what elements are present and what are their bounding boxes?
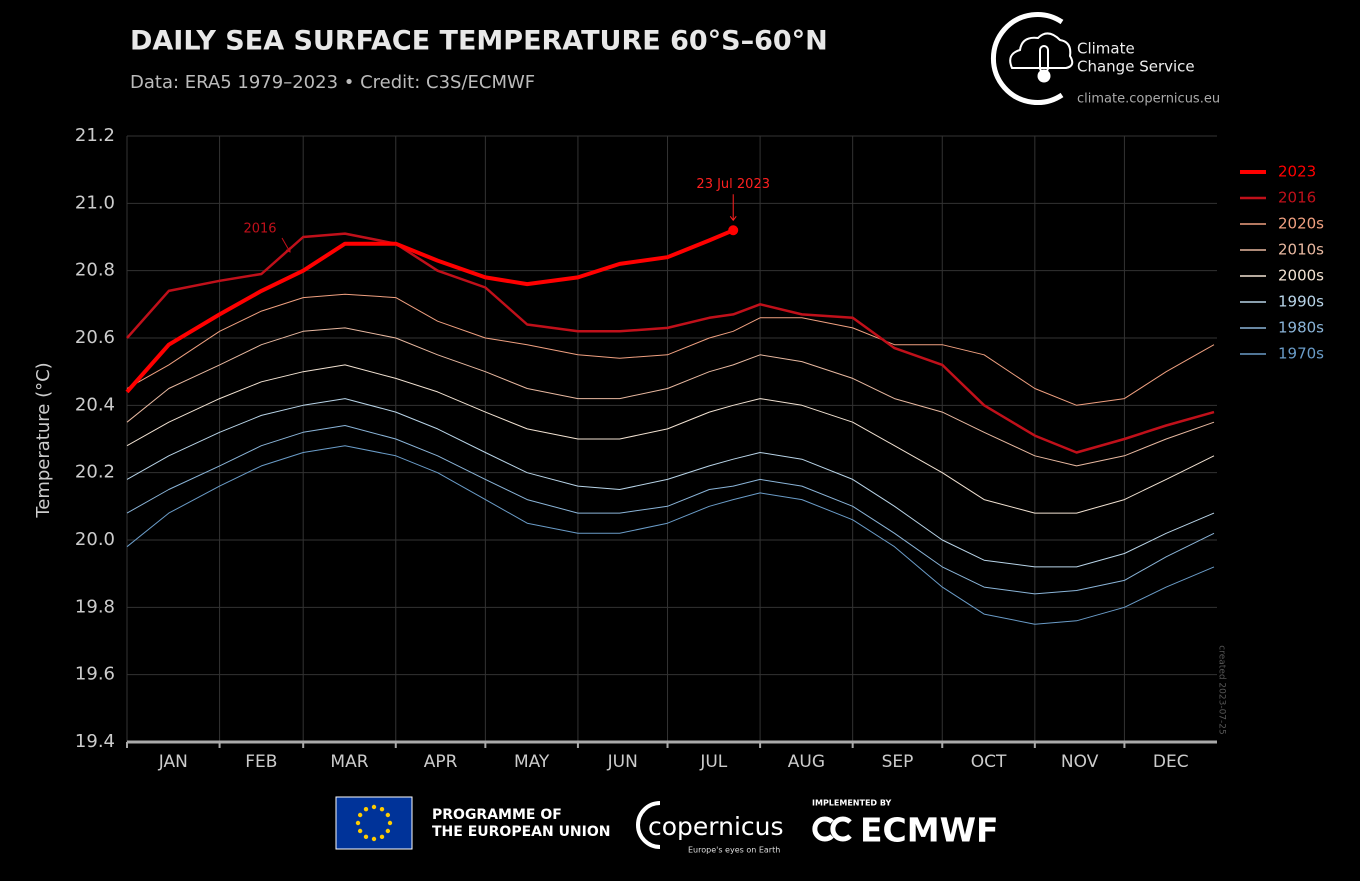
eu-star <box>385 812 391 818</box>
x-tick-label: JAN <box>158 752 188 772</box>
y-tick-label: 21.2 <box>75 125 115 146</box>
annotation-arrow <box>729 194 737 222</box>
legend-label: 1980s <box>1278 319 1324 337</box>
x-tick-label: MAR <box>330 752 368 772</box>
y-tick-label: 20.4 <box>75 394 115 415</box>
ecmwf-logo: ECMWF <box>860 811 999 850</box>
x-tick-label: FEB <box>245 752 277 772</box>
series-line <box>126 232 1215 454</box>
x-tick-label: MAY <box>514 752 550 772</box>
eu-star <box>363 806 369 812</box>
x-tick-label: JUL <box>699 752 727 772</box>
eu-star <box>387 820 393 826</box>
x-tick-label: APR <box>424 752 458 772</box>
legend-label: 2023 <box>1278 163 1316 181</box>
y-axis-label: Temperature (°C) <box>33 362 54 518</box>
y-tick-label: 20.8 <box>75 260 115 281</box>
x-tick-label: JUN <box>607 752 638 772</box>
annotation: 2016 <box>243 222 276 237</box>
legend-label: 1990s <box>1278 293 1324 311</box>
created-note: created 2023-07-25 <box>1217 645 1227 734</box>
end-point <box>728 225 739 236</box>
copernicus-tagline: Europe's eyes on Earth <box>688 846 780 855</box>
eu-star <box>371 836 377 842</box>
annotation: 23 Jul 2023 <box>696 177 770 192</box>
series-line <box>126 398 1215 568</box>
y-tick-label: 20.2 <box>75 462 115 483</box>
eu-star <box>371 804 377 810</box>
eu-text: THE EUROPEAN UNION <box>432 824 610 840</box>
eu-flag <box>335 796 413 850</box>
y-tick-label: 20.6 <box>75 327 115 348</box>
service-name: Change Service <box>1077 58 1195 76</box>
series-line <box>125 228 734 394</box>
service-url: climate.copernicus.eu <box>1077 92 1220 107</box>
legend-label: 2020s <box>1278 215 1324 233</box>
eu-star <box>357 828 363 834</box>
series-line <box>126 425 1215 595</box>
x-tick-label: DEC <box>1153 752 1189 772</box>
series-line <box>126 327 1215 467</box>
copernicus-arc <box>636 801 661 849</box>
legend-label: 2000s <box>1278 267 1324 285</box>
series-line <box>126 445 1215 625</box>
legend-label: 2010s <box>1278 241 1324 259</box>
implemented-by: IMPLEMENTED BY <box>812 799 891 808</box>
eu-star <box>379 834 385 840</box>
eu-star <box>355 820 361 826</box>
eu-star <box>385 828 391 834</box>
y-tick-label: 19.8 <box>75 596 115 617</box>
x-tick-label: OCT <box>971 752 1007 772</box>
chart-subtitle: Data: ERA5 1979–2023 • Credit: C3S/ECMWF <box>130 72 535 93</box>
climate-logo <box>991 12 1074 105</box>
y-tick-label: 19.4 <box>75 731 115 752</box>
chart-title: DAILY SEA SURFACE TEMPERATURE 60°S–60°N <box>130 26 828 57</box>
y-tick-label: 19.6 <box>75 664 115 685</box>
y-tick-label: 21.0 <box>75 192 115 213</box>
legend-label: 2016 <box>1278 189 1316 207</box>
eu-star <box>363 834 369 840</box>
service-name: Climate <box>1077 40 1135 58</box>
x-tick-label: SEP <box>882 752 914 772</box>
x-tick-label: NOV <box>1061 752 1099 772</box>
series-line <box>126 364 1215 514</box>
y-tick-label: 20.0 <box>75 529 115 550</box>
copernicus-logo: copernicus <box>648 812 784 841</box>
ecmwf-symbol <box>812 816 852 842</box>
eu-star <box>357 812 363 818</box>
annotation-arrow <box>281 237 291 253</box>
x-tick-label: AUG <box>788 752 825 772</box>
series-line <box>126 293 1215 406</box>
eu-star <box>379 806 385 812</box>
eu-text: PROGRAMME OF <box>432 807 562 823</box>
legend-label: 1970s <box>1278 345 1324 363</box>
